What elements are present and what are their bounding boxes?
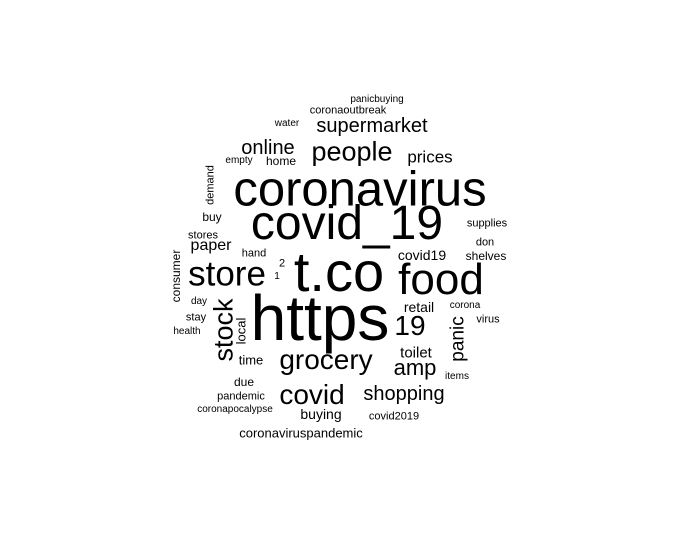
word-7: covid xyxy=(279,379,345,410)
word-35: pandemic xyxy=(217,390,265,403)
word-39: empty xyxy=(225,155,253,166)
word-49: 1 xyxy=(274,271,280,282)
word-0: https xyxy=(250,282,390,354)
word-28: stores xyxy=(188,229,218,242)
word-42: virus xyxy=(476,313,500,326)
word-2: coronavirus xyxy=(233,162,487,217)
word-11: supermarket xyxy=(316,115,428,137)
word-44: corona xyxy=(449,300,481,311)
word-8: people xyxy=(311,136,393,167)
word-38: hand xyxy=(241,247,267,260)
word-43: items xyxy=(445,371,469,382)
word-45: stay xyxy=(185,311,207,324)
word-14: online xyxy=(241,137,295,159)
word-22: coronaviruspandemic xyxy=(239,425,363,441)
word-33: coronaoutbreak xyxy=(309,104,387,117)
word-40: water xyxy=(274,118,300,129)
word-17: toilet xyxy=(400,344,432,362)
word-41: panicbuying xyxy=(350,94,404,105)
word-5: store xyxy=(188,254,266,294)
word-23: local xyxy=(233,317,249,345)
word-31: supplies xyxy=(466,217,508,230)
word-27: buy xyxy=(202,210,222,224)
word-21: retail xyxy=(403,299,435,315)
word-24: time xyxy=(238,352,264,368)
word-19: buying xyxy=(300,406,342,422)
word-3: covid_19 xyxy=(250,197,444,250)
word-25: due xyxy=(233,375,255,389)
word-37: don xyxy=(475,236,495,249)
word-13: amp xyxy=(393,355,437,380)
word-29: shelves xyxy=(465,249,507,263)
word-20: covid19 xyxy=(397,247,447,263)
word-30: consumer xyxy=(169,249,183,303)
word-26: home xyxy=(265,154,297,168)
word-18: paper xyxy=(190,237,232,254)
word-4: food xyxy=(398,255,484,304)
word-32: demand xyxy=(204,165,217,205)
word-36: coronapocalypse xyxy=(197,404,273,415)
word-1: t.co xyxy=(293,240,385,303)
word-47: health xyxy=(173,326,201,337)
word-6: grocery xyxy=(279,344,373,375)
word-48: 2 xyxy=(278,257,286,270)
word-34: covid2019 xyxy=(368,410,420,423)
word-16: prices xyxy=(407,147,453,167)
word-15: panic xyxy=(447,316,469,362)
word-46: day xyxy=(190,296,208,307)
word-10: 19 xyxy=(394,310,426,341)
word-12: shopping xyxy=(363,383,445,405)
